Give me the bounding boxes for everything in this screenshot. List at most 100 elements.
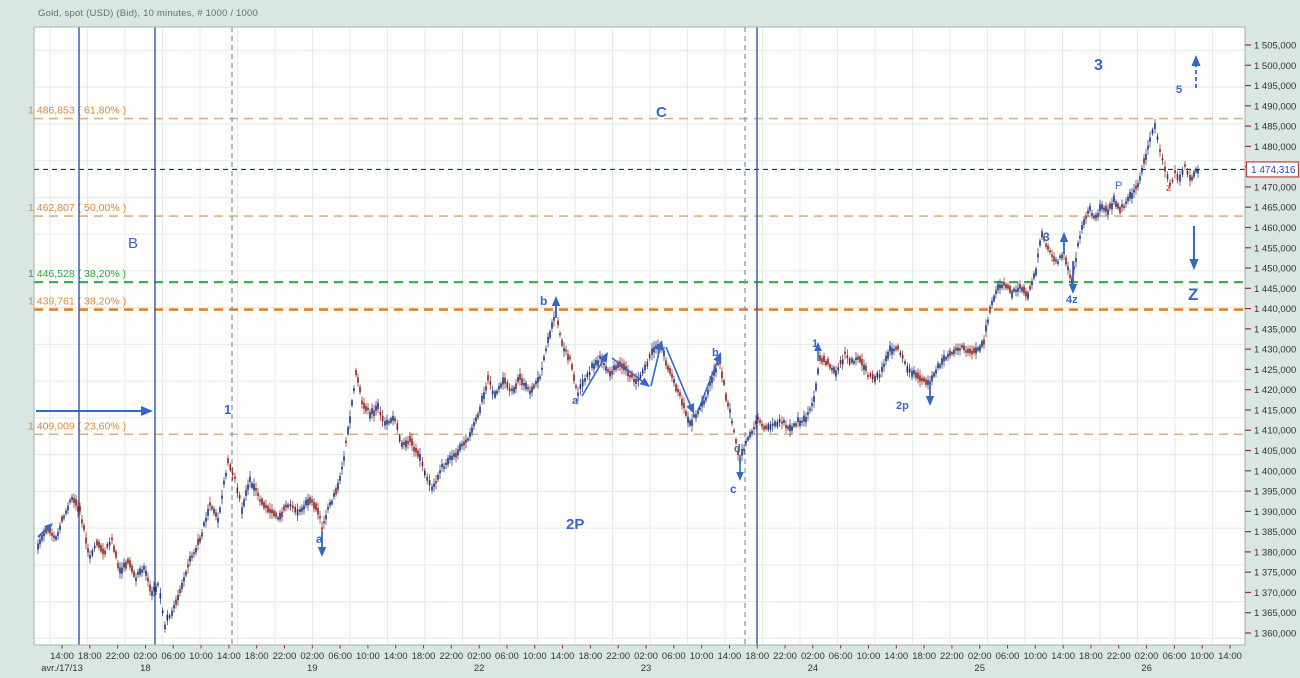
y-tick-label: 1 440,000 (1254, 304, 1296, 315)
x-tick-label: 22:00 (439, 651, 463, 662)
x-tick-label: 10:00 (690, 651, 714, 662)
x-tick-label: 22:00 (606, 651, 630, 662)
y-tick-label: 1 435,000 (1254, 324, 1296, 335)
x-tick-label: 22:00 (106, 651, 130, 662)
x-tick-label: 06:00 (662, 651, 686, 662)
y-tick-label: 1 420,000 (1254, 385, 1296, 396)
arrow-annotation[interactable] (665, 346, 695, 414)
arrow-annotation[interactable] (697, 352, 722, 412)
x-tick-label: 10:00 (857, 651, 881, 662)
x-date-label: 24 (808, 663, 819, 674)
y-tick-label: 1 490,000 (1254, 101, 1296, 112)
x-tick-label: 14:00 (217, 651, 241, 662)
arrow-annotation[interactable] (925, 381, 935, 406)
y-tick-label: 1 485,000 (1254, 122, 1296, 133)
y-tick-label: 1 380,000 (1254, 547, 1296, 558)
arrow-annotation[interactable] (37, 523, 53, 538)
x-tick-label: 10:00 (356, 651, 380, 662)
wave-label[interactable]: 1 (812, 338, 818, 350)
wave-label[interactable]: b (712, 347, 719, 359)
x-tick-label: 22:00 (773, 651, 797, 662)
wave-label[interactable]: z (1166, 183, 1171, 194)
time-axis[interactable]: 14:00 18:00 22:00 02:00 06:00 10:00 14:00 18:00… (41, 645, 1242, 674)
fib-label: 1 486,853 ( 61,80% ) (28, 105, 126, 117)
arrow-annotation[interactable] (551, 296, 561, 318)
vertical-markers[interactable] (78, 27, 758, 645)
y-tick-label: 1 455,000 (1254, 243, 1296, 254)
x-date-label: avr./17/13 (41, 663, 83, 674)
candlesticks (37, 118, 1199, 633)
last-price-value: 1 474,316 (1251, 165, 1296, 176)
x-tick-label: 02:00 (134, 651, 158, 662)
y-tick-label: 1 460,000 (1254, 223, 1296, 234)
y-tick-label: 1 405,000 (1254, 446, 1296, 457)
arrow-annotation[interactable] (1068, 261, 1078, 294)
arrow-annotation[interactable] (650, 340, 664, 387)
wave-label[interactable]: 4z (1066, 294, 1078, 306)
x-tick-label: 06:00 (161, 651, 185, 662)
y-tick-label: 1 465,000 (1254, 203, 1296, 214)
x-tick-label: 02:00 (968, 651, 992, 662)
x-tick-label: 14:00 (384, 651, 408, 662)
wave-annotations[interactable]: B C 1 a b a b d c 1 2p 2P 3 4z 3 5 P z Z (36, 55, 1201, 557)
y-tick-label: 1 430,000 (1254, 345, 1296, 356)
chart-title: Gold, spot (USD) (Bid), 10 minutes, # 10… (38, 8, 258, 19)
x-date-label: 19 (307, 663, 318, 674)
wave-label[interactable]: 5 (1176, 84, 1182, 96)
x-date-label: 22 (474, 663, 485, 674)
x-tick-label: 10:00 (1190, 651, 1214, 662)
x-tick-label: 06:00 (495, 651, 519, 662)
y-tick-label: 1 425,000 (1254, 365, 1296, 376)
x-tick-label: 18:00 (912, 651, 936, 662)
x-tick-label: 14:00 (50, 651, 74, 662)
arrow-annotation[interactable] (36, 405, 153, 417)
wave-label[interactable]: B (128, 235, 138, 252)
arrow-annotation[interactable] (611, 357, 650, 387)
x-tick-label: 18:00 (245, 651, 269, 662)
wave-label[interactable]: Z (1188, 285, 1198, 304)
wave-label[interactable]: a (572, 395, 579, 407)
wave-label[interactable]: 3 (1094, 57, 1103, 74)
x-tick-label: 14:00 (551, 651, 575, 662)
x-tick-label: 22:00 (1107, 651, 1131, 662)
wave-label[interactable]: 1 (224, 402, 231, 417)
wave-label[interactable]: c (730, 482, 737, 496)
y-tick-label: 1 400,000 (1254, 466, 1296, 477)
arrow-annotation[interactable] (1189, 226, 1199, 270)
plot-background (34, 27, 1245, 645)
wave-label[interactable]: 3 (1043, 230, 1050, 244)
y-tick-label: 1 480,000 (1254, 142, 1296, 153)
fib-label: 1 462,807 ( 50,00% ) (28, 202, 126, 214)
x-tick-label: 02:00 (634, 651, 658, 662)
x-date-label: 23 (641, 663, 652, 674)
x-tick-label: 14:00 (1218, 651, 1242, 662)
fib-label: 1 446,528 ( 38,20% ) (28, 268, 126, 280)
x-tick-label: 18:00 (745, 651, 769, 662)
fib-label: 1 439,761 ( 38,20% ) (28, 296, 126, 308)
fibonacci-levels[interactable]: 1 486,853 ( 61,80% ) 1 462,807 ( 50,00% )… (28, 105, 1245, 436)
wave-label[interactable]: 2P (566, 516, 584, 533)
x-tick-label: 02:00 (467, 651, 491, 662)
arrow-annotation[interactable] (736, 455, 744, 481)
y-tick-label: 1 505,000 (1254, 41, 1296, 52)
arrow-annotation[interactable] (581, 352, 608, 397)
arrow-annotation[interactable] (1191, 55, 1201, 88)
arrow-annotation[interactable] (317, 531, 327, 557)
y-tick-label: 1 445,000 (1254, 284, 1296, 295)
x-tick-label: 22:00 (940, 651, 964, 662)
wave-label[interactable]: P (1115, 180, 1122, 192)
price-axis[interactable]: 1 505,000 1 500,000 1 495,000 1 490,000 1 48… (1245, 41, 1296, 640)
plot-border (33, 26, 1246, 646)
x-tick-label: 14:00 (1051, 651, 1075, 662)
wave-label[interactable]: a (316, 532, 323, 546)
wave-label[interactable]: C (656, 104, 667, 121)
x-tick-label: 10:00 (523, 651, 547, 662)
wave-label[interactable]: d (734, 443, 741, 455)
arrow-annotation[interactable] (1059, 232, 1069, 253)
wave-label[interactable]: b (540, 294, 547, 308)
wave-label[interactable]: 2p (896, 400, 909, 412)
arrow-annotation[interactable] (814, 342, 822, 361)
y-tick-label: 1 470,000 (1254, 182, 1296, 193)
x-tick-label: 10:00 (1023, 651, 1047, 662)
